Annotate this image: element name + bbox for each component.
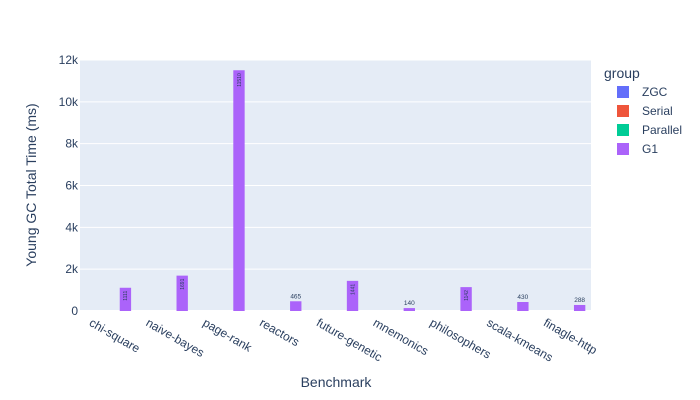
- data-label: 1441: [350, 284, 356, 295]
- legend-label-parallel[interactable]: Parallel: [642, 123, 682, 137]
- bar-g1-scala-kmeans: [517, 302, 529, 311]
- x-tick-label: chi-square: [87, 315, 143, 355]
- y-tick-label: 2k: [65, 262, 79, 276]
- bar-g1-finagle-http: [573, 304, 586, 311]
- y-tick-label: 0: [71, 304, 78, 318]
- legend-swatch-serial[interactable]: [617, 105, 629, 117]
- x-tick-label: reactors: [257, 315, 302, 349]
- legend-swatch-parallel[interactable]: [617, 124, 629, 136]
- data-label: 1111: [123, 291, 129, 301]
- y-tick-label: 4k: [65, 220, 79, 234]
- x-tick-label: page-rank: [200, 315, 255, 355]
- y-tick-label: 12k: [59, 53, 79, 67]
- y-tick-label: 10k: [59, 95, 79, 109]
- bar-g1-naive-bayes: [176, 275, 188, 311]
- y-tick-label: 8k: [65, 137, 79, 151]
- bar-g1-mnemonics: [403, 308, 415, 311]
- data-label: 11510: [237, 73, 243, 87]
- bar-g1-philosophers: [460, 287, 472, 311]
- bar-g1-reactors: [290, 301, 302, 311]
- legend-title: group: [604, 65, 640, 81]
- legend-label-zgc[interactable]: ZGC: [642, 85, 668, 99]
- data-label: 288: [574, 297, 585, 304]
- data-label: 1142: [464, 290, 470, 301]
- x-tick-label: naive-bayes: [144, 315, 207, 359]
- x-axis-title: Benchmark: [301, 374, 373, 390]
- data-label: 1691: [180, 278, 186, 289]
- data-label: 140: [404, 300, 415, 307]
- legend-swatch-g1[interactable]: [617, 143, 629, 155]
- legend-label-g1[interactable]: G1: [642, 142, 658, 156]
- bar-g1-page-rank: [233, 70, 245, 311]
- data-label: 430: [517, 294, 528, 301]
- y-axis-title: Young GC Total Time (ms): [23, 103, 39, 266]
- bar-g1-chi-square: [119, 287, 132, 311]
- y-tick-label: 6k: [65, 179, 79, 193]
- gridlines: [80, 59, 591, 312]
- bars: 1111 1691 11510 465 1441 140 1142 430 288: [119, 70, 586, 311]
- legend-swatch-zgc[interactable]: [617, 86, 629, 98]
- x-tick-label: philosophers: [428, 315, 494, 361]
- legend: group ZGC Serial Parallel G1: [604, 65, 682, 156]
- y-tick-labels: 0 2k 4k 6k 8k 10k 12k: [59, 53, 79, 318]
- data-label: 465: [290, 293, 301, 300]
- legend-label-serial[interactable]: Serial: [642, 104, 673, 118]
- bar-g1-future-genetic: [346, 280, 359, 311]
